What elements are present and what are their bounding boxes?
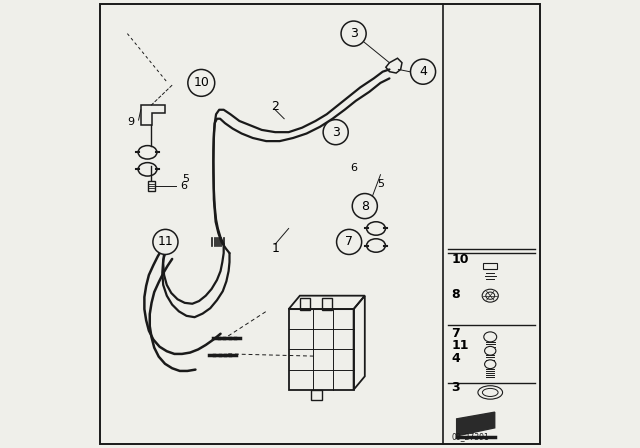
Text: 11: 11 (451, 339, 468, 353)
Text: 6: 6 (180, 181, 188, 191)
Bar (311, 390, 323, 400)
Text: 10: 10 (193, 76, 209, 90)
Text: 9: 9 (127, 117, 134, 127)
Text: 7: 7 (345, 235, 353, 249)
Circle shape (410, 59, 436, 84)
Circle shape (188, 69, 215, 96)
Text: 1: 1 (271, 241, 279, 255)
Text: 6: 6 (350, 163, 357, 173)
Text: 8: 8 (451, 288, 460, 301)
Ellipse shape (486, 292, 495, 299)
Ellipse shape (484, 360, 496, 369)
Text: 3: 3 (451, 381, 460, 395)
Circle shape (153, 229, 178, 254)
Text: 5: 5 (182, 174, 189, 184)
Text: 00_27391: 00_27391 (451, 432, 489, 441)
Text: 3: 3 (349, 27, 358, 40)
Text: 4: 4 (419, 65, 427, 78)
Ellipse shape (478, 386, 502, 399)
Bar (148, 181, 155, 191)
Circle shape (352, 194, 378, 219)
Text: 8: 8 (361, 199, 369, 213)
Bar (300, 298, 310, 310)
Bar (483, 263, 497, 269)
Bar (289, 309, 353, 390)
Text: 7: 7 (451, 327, 460, 340)
Polygon shape (457, 412, 495, 436)
Circle shape (323, 120, 348, 145)
Text: 3: 3 (332, 125, 340, 139)
Text: 10: 10 (451, 253, 468, 267)
Bar (323, 298, 332, 310)
Text: 11: 11 (157, 235, 173, 249)
Ellipse shape (482, 289, 499, 302)
Circle shape (337, 229, 362, 254)
Text: 2: 2 (271, 100, 279, 113)
Ellipse shape (484, 332, 497, 342)
Text: 5: 5 (377, 179, 384, 189)
Text: 4: 4 (451, 352, 460, 365)
Ellipse shape (484, 346, 496, 355)
Circle shape (341, 21, 366, 46)
Ellipse shape (483, 388, 498, 396)
Bar (359, 206, 366, 216)
